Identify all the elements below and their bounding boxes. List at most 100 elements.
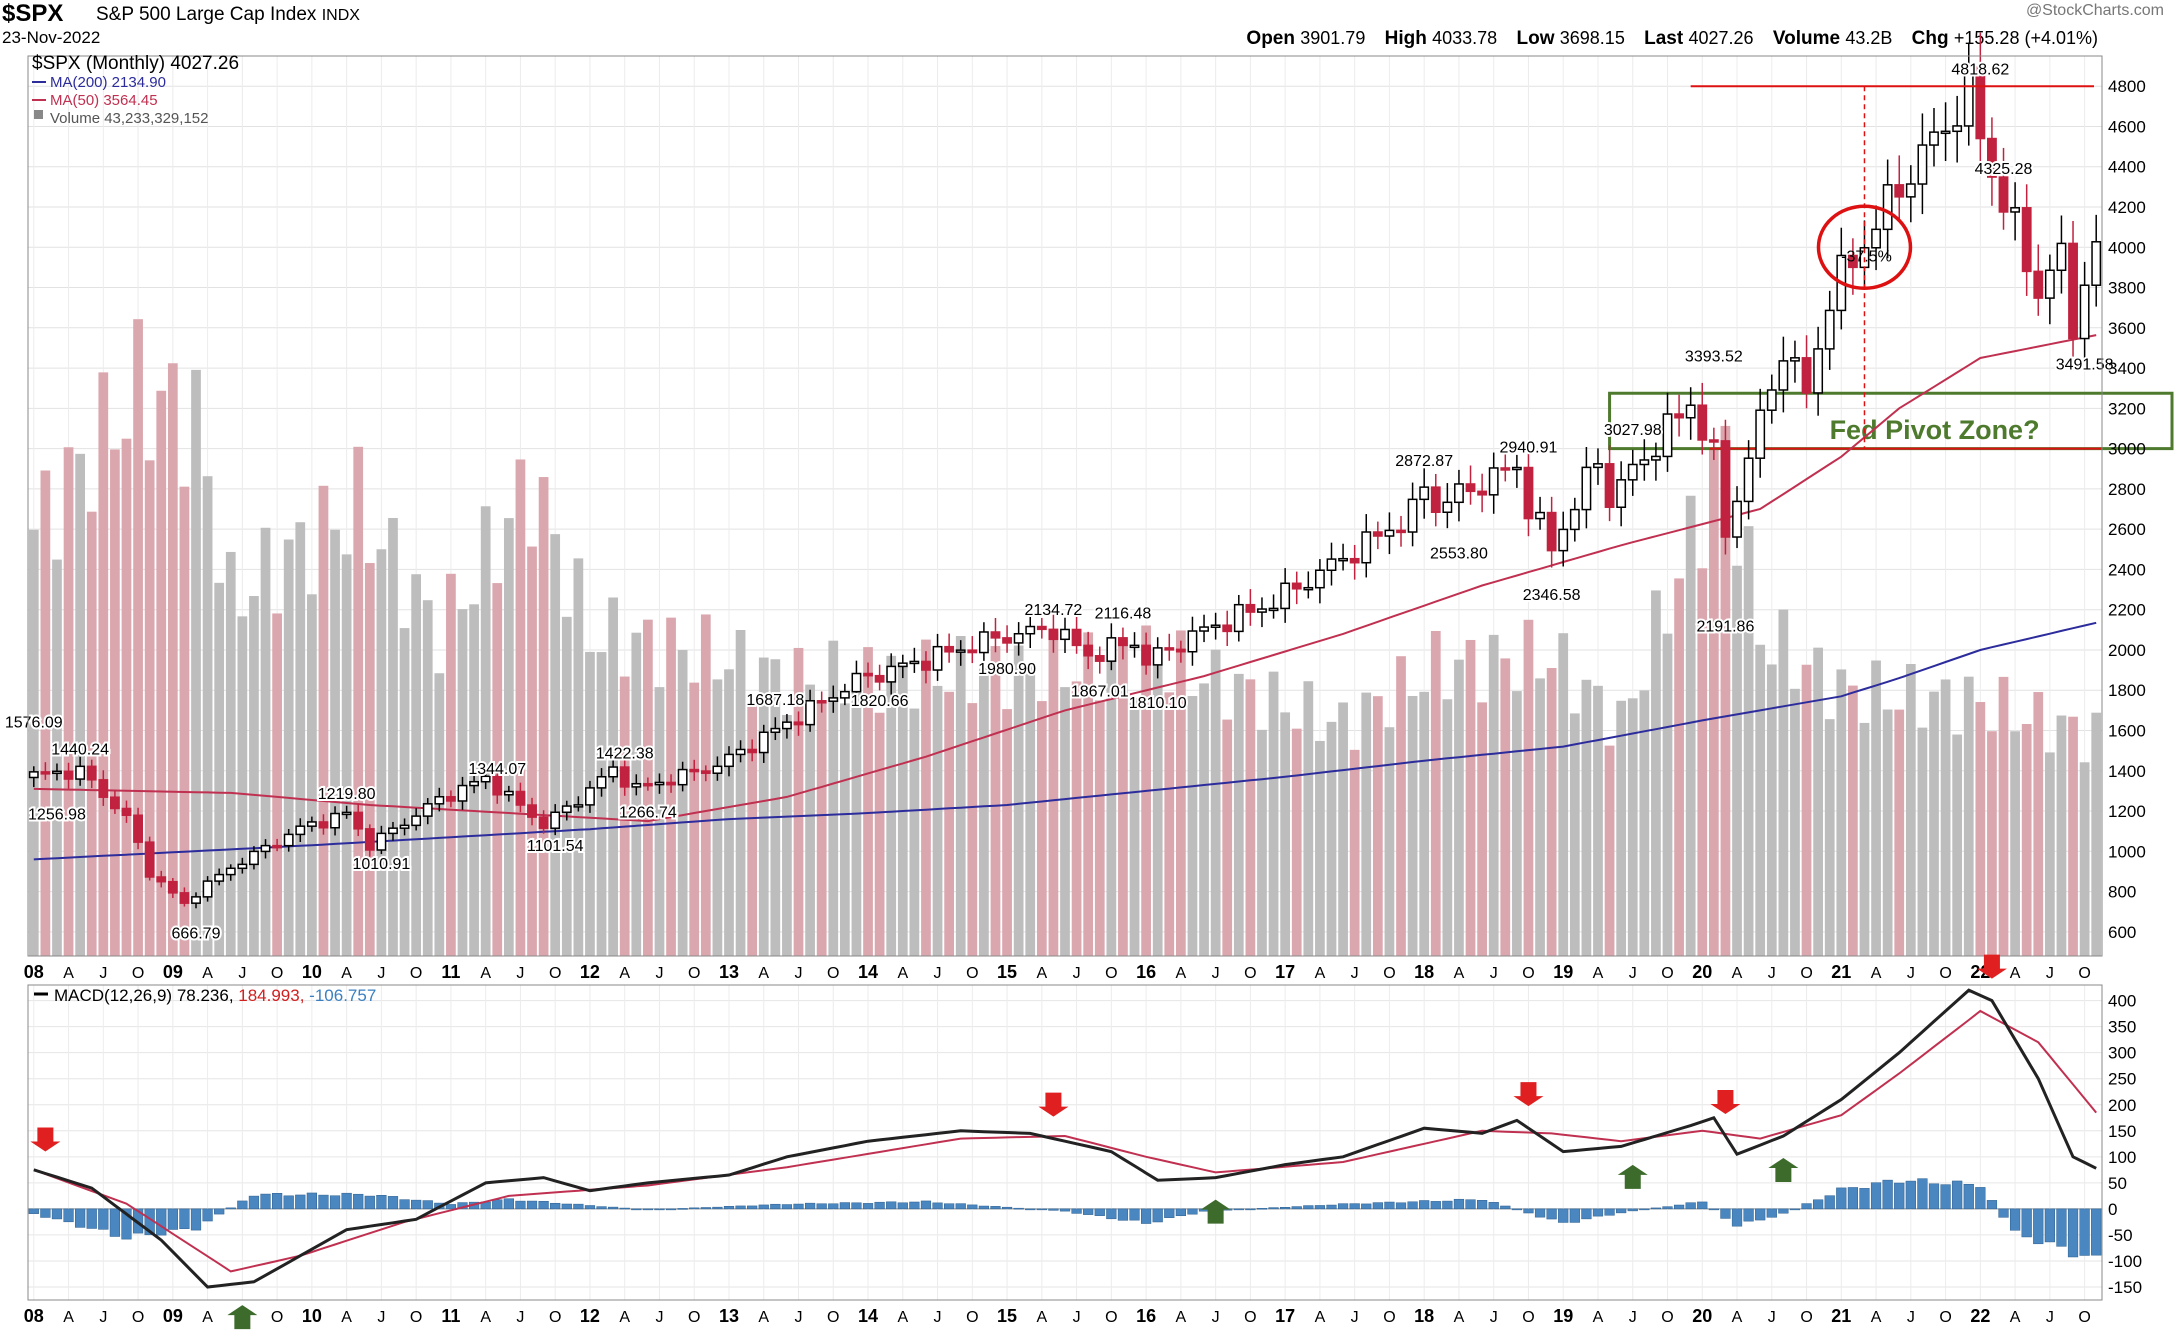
macd-histogram-bar: [411, 1199, 422, 1210]
price-annotation-label: 666.79: [172, 925, 221, 942]
price-annotation-label: 4325.28: [1975, 161, 2033, 178]
volume-bar: [1477, 702, 1487, 956]
price-annotation-label: 2553.80: [1430, 545, 1488, 562]
candle-body: [1708, 439, 1719, 443]
candle-body: [1963, 66, 1974, 127]
candle-body: [353, 811, 364, 830]
macd-histogram-bar: [1048, 1208, 1059, 1211]
time-tick-label: O: [1661, 965, 1673, 982]
macd-histogram-bar: [2033, 1208, 2044, 1245]
macd-histogram-bar: [1361, 1203, 1372, 1210]
price-annotation-label: 1344.07: [468, 761, 526, 778]
volume-bar: [75, 453, 86, 956]
price-tick-label: 1000: [2108, 842, 2146, 861]
volume-bar: [863, 647, 873, 956]
time-tick-label: J: [1629, 965, 1637, 982]
candle-body: [1627, 463, 1638, 481]
macd-histogram-bar: [538, 1200, 549, 1210]
macd-histogram-bar: [1140, 1208, 1152, 1224]
volume-bar: [1569, 713, 1580, 956]
macd-histogram-bar: [306, 1192, 317, 1210]
volume-bar: [1732, 565, 1742, 956]
macd-histogram-bar: [619, 1207, 630, 1210]
time-tick-label: O: [2078, 965, 2090, 982]
macd-histogram-bar: [75, 1208, 86, 1228]
candle-body: [619, 766, 630, 788]
macd-histogram-bar: [387, 1196, 399, 1210]
macd-histogram-bar: [63, 1208, 74, 1223]
time-tick-label: A: [480, 1309, 491, 1326]
macd-histogram-bar: [364, 1195, 375, 1210]
macd-histogram-bar: [1917, 1178, 1928, 1210]
candle-body: [52, 770, 62, 775]
candle-body: [921, 660, 931, 671]
macd-histogram-bar: [2067, 1208, 2079, 1258]
candle-body: [249, 850, 259, 866]
candle-body: [167, 880, 178, 894]
time-tick-label: O: [2078, 1309, 2090, 1326]
candle-body: [2068, 242, 2078, 340]
volume-bar: [249, 596, 259, 956]
time-tick-label: 19: [1553, 1306, 1573, 1326]
volume-bar: [1361, 692, 1372, 956]
volume-bar: [1952, 734, 1963, 956]
macd-histogram-bar: [1546, 1208, 1557, 1220]
volume-bar: [225, 551, 236, 956]
candle-body: [758, 731, 769, 754]
time-tick-label: J: [99, 965, 107, 982]
macd-histogram-bar: [40, 1208, 51, 1218]
volume-bar: [1871, 660, 1881, 956]
price-tick-label: 3400: [2108, 359, 2146, 378]
time-tick-label: 12: [580, 962, 600, 982]
ticker-symbol[interactable]: $SPX: [2, 0, 64, 27]
candle-body: [1396, 529, 1406, 534]
volume-bar: [1639, 690, 1650, 956]
index-full-name: S&P 500 Large Cap Index: [96, 4, 317, 25]
macd-histogram-bar: [1708, 1208, 1719, 1211]
candle-body: [434, 796, 445, 805]
time-tick-label: O: [549, 1309, 561, 1326]
volume-bar: [573, 558, 584, 956]
volume-bar: [2033, 692, 2044, 956]
source-watermark[interactable]: @StockCharts.com: [2025, 2, 2164, 19]
candle-body: [770, 727, 781, 734]
macd-tick-label: 50: [2108, 1174, 2127, 1193]
volume-bar: [909, 708, 920, 956]
macd-histogram-bar: [874, 1201, 885, 1210]
macd-line: [33, 988, 2097, 1289]
time-tick-label: O: [1105, 1309, 1117, 1326]
price-annotation-label: 1576.09: [5, 714, 63, 731]
candle-body: [445, 796, 456, 802]
macd-histogram-bar: [1337, 1203, 1349, 1210]
candle-body: [955, 649, 966, 653]
volume-bar: [1465, 639, 1476, 956]
volume-bar: [1500, 658, 1511, 956]
candle-body: [1002, 637, 1012, 644]
candle-body: [1790, 357, 1800, 362]
macd-histogram-bar: [978, 1205, 990, 1210]
volume-bar: [1859, 722, 1870, 956]
macd-histogram-bar: [1187, 1208, 1198, 1215]
time-tick-label: 17: [1275, 962, 1295, 982]
candle-body: [1303, 586, 1314, 591]
macd-histogram-bar: [353, 1193, 364, 1210]
volume-bar: [1233, 673, 1244, 956]
macd-panel-frame: [27, 984, 2103, 1301]
macd-histogram-bar: [1731, 1208, 1743, 1227]
candle-body: [1871, 228, 1881, 249]
volume-bar: [133, 319, 143, 956]
macd-histogram-bar: [2044, 1208, 2055, 1243]
price-annotation-label: 3491.58: [2056, 357, 2114, 374]
change-value: +155.28 (+4.01%): [1953, 28, 2098, 48]
volume-bar: [1419, 691, 1430, 956]
candle-body: [700, 770, 711, 774]
macd-histogram-bar: [1627, 1208, 1638, 1212]
candle-body: [1546, 511, 1557, 552]
macd-histogram-bar: [1511, 1208, 1522, 1211]
macd-histogram-bar: [1303, 1205, 1314, 1210]
volume-bar: [1129, 697, 1140, 956]
macd-histogram-bar: [1813, 1199, 1824, 1210]
macd-histogram-bar: [492, 1199, 503, 1210]
price-annotation-label: 2872.87: [1395, 453, 1453, 470]
